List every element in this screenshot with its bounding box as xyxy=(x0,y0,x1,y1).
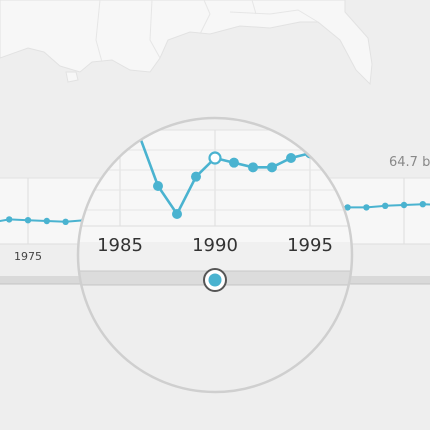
x-tick-label: 1985 xyxy=(97,235,143,256)
x-tick-label: 1990 xyxy=(192,235,238,256)
x-tick-label: 1995 xyxy=(287,235,333,256)
circle-slider-handle-icon[interactable] xyxy=(203,268,227,292)
map-border-3 xyxy=(199,0,211,35)
data-point[interactable] xyxy=(419,201,426,208)
highlighted-data-point[interactable] xyxy=(208,151,222,165)
data-point[interactable] xyxy=(363,204,370,211)
lens-data-point[interactable] xyxy=(229,157,239,168)
data-point[interactable] xyxy=(382,202,389,209)
last-value-label: 64.7 b xyxy=(389,155,430,170)
data-point[interactable] xyxy=(344,204,351,211)
lens-data-point[interactable] xyxy=(153,180,163,191)
lens-border xyxy=(76,116,354,394)
lens-data-point[interactable] xyxy=(191,171,201,182)
lens-data-point[interactable] xyxy=(248,162,258,173)
lens-data-point[interactable] xyxy=(267,162,277,173)
data-point[interactable] xyxy=(24,217,32,224)
data-point[interactable] xyxy=(6,216,13,223)
map-island xyxy=(65,71,79,83)
map-border-1 xyxy=(95,0,103,63)
data-point[interactable] xyxy=(43,217,50,225)
map-border-2 xyxy=(149,0,161,59)
x-tick-label: 1975 xyxy=(14,250,42,263)
map-border-4 xyxy=(229,9,319,23)
lens-data-point[interactable] xyxy=(286,152,296,163)
map-border-5 xyxy=(251,0,257,15)
data-point[interactable] xyxy=(400,201,408,209)
data-point[interactable] xyxy=(62,218,69,225)
lens-data-point[interactable] xyxy=(172,209,182,219)
